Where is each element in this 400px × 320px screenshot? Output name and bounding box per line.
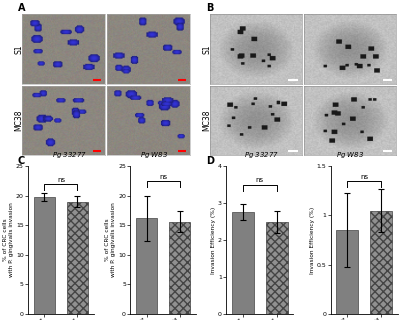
- Y-axis label: MC38: MC38: [15, 110, 24, 131]
- Text: ns: ns: [360, 174, 368, 180]
- Y-axis label: S1: S1: [15, 44, 24, 54]
- Y-axis label: % of CRC cells
with P. gingivalis invasion: % of CRC cells with P. gingivalis invasi…: [105, 203, 116, 277]
- Y-axis label: Invasion Efficiency (%): Invasion Efficiency (%): [211, 206, 216, 274]
- Text: $Pg$ W83: $Pg$ W83: [140, 150, 168, 160]
- Text: $Pg$ 33277: $Pg$ 33277: [244, 150, 280, 160]
- Y-axis label: Invasion Efficiency (%): Invasion Efficiency (%): [310, 206, 314, 274]
- Bar: [67, 202, 88, 314]
- Y-axis label: % of CRC cells
with P. gingivalis invasion: % of CRC cells with P. gingivalis invasi…: [3, 203, 14, 277]
- Text: C: C: [18, 156, 25, 166]
- Bar: [336, 230, 358, 314]
- Text: ns: ns: [57, 177, 65, 183]
- Bar: [136, 218, 157, 314]
- Text: ns: ns: [159, 174, 167, 180]
- Text: $Pg$ W83: $Pg$ W83: [336, 150, 364, 160]
- Text: D: D: [206, 156, 214, 166]
- Text: A: A: [18, 3, 26, 13]
- Bar: [34, 197, 55, 314]
- Text: ns: ns: [256, 177, 264, 183]
- Bar: [232, 212, 254, 314]
- Y-axis label: MC38: MC38: [203, 110, 212, 131]
- Bar: [370, 211, 392, 314]
- Bar: [169, 222, 190, 314]
- Y-axis label: S1: S1: [203, 44, 212, 54]
- Text: $Pg$ 33277: $Pg$ 33277: [52, 150, 88, 160]
- Bar: [266, 222, 288, 314]
- Text: B: B: [206, 3, 213, 13]
